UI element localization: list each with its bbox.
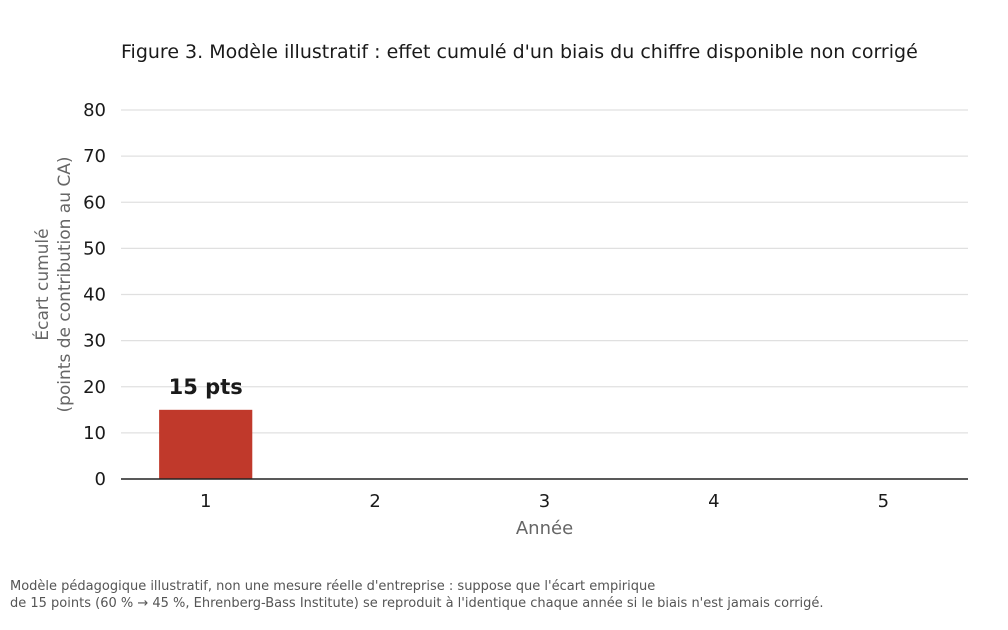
caption-line-1: Modèle pédagogique illustratif, non une … [10,579,656,594]
y-tick-label: 20 [83,377,106,398]
y-tick-label: 60 [83,192,106,213]
chart-title: Figure 3. Modèle illustratif : effet cum… [121,41,918,63]
x-axis-title: Année [516,518,573,539]
y-axis-title: Écart cumulé [31,228,53,340]
y-tick-label: 50 [83,238,106,259]
caption-line-2: de 15 points (60 % → 45 %, Ehrenberg-Bas… [10,596,824,611]
y-tick-label: 70 [83,146,106,167]
y-tick-label: 80 [83,100,106,121]
y-tick-label: 10 [83,423,106,444]
x-tick-label: 1 [200,491,211,512]
x-tick-label: 4 [708,491,719,512]
bar-data-label: 15 pts [169,375,243,399]
y-axis-title: (points de contribution au CA) [55,156,75,412]
y-tick-label: 0 [95,469,106,490]
x-tick-label: 5 [878,491,889,512]
x-tick-label: 2 [369,491,380,512]
bar [159,409,253,479]
y-tick-label: 30 [83,331,106,352]
chart-caption: Modèle pédagogique illustratif, non une … [10,578,824,612]
x-tick-label: 3 [539,491,550,512]
y-tick-label: 40 [83,285,106,306]
